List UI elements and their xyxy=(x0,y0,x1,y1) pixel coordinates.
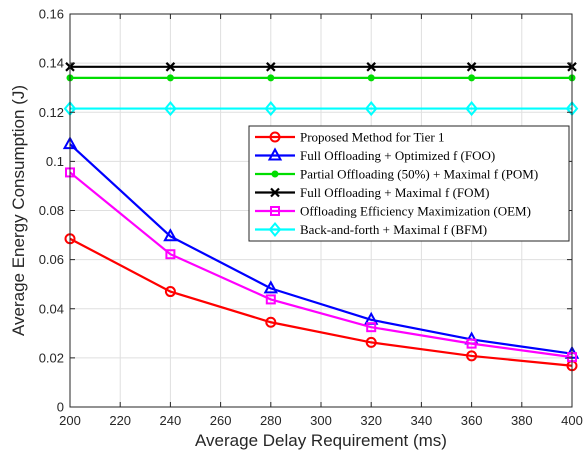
data-point xyxy=(367,74,375,82)
legend-entry: Partial Offloading (50%) + Maximal f (PO… xyxy=(255,167,538,182)
legend: Proposed Method for Tier 1 Full Offloadin… xyxy=(248,125,570,242)
legend-label: Back-and-forth + Maximal f (BFM) xyxy=(300,222,487,237)
data-point xyxy=(267,74,275,82)
legend-swatch-marker xyxy=(271,170,279,178)
x-tick-label: 220 xyxy=(109,413,131,428)
data-point xyxy=(265,316,277,328)
legend-label: Full Offloading + Maximal f (FOM) xyxy=(300,185,489,200)
series-3 xyxy=(66,74,576,82)
x-tick-label: 380 xyxy=(511,413,533,428)
y-tick-label: 0.08 xyxy=(39,203,64,218)
data-point xyxy=(164,286,176,298)
legend-entry: Back-and-forth + Maximal f (BFM) xyxy=(255,221,487,238)
legend-label: Partial Offloading (50%) + Maximal f (PO… xyxy=(300,167,538,182)
legend-swatch-marker xyxy=(269,131,281,143)
data-point xyxy=(466,350,478,362)
series-4 xyxy=(65,62,577,72)
data-point xyxy=(166,74,174,82)
data-point xyxy=(465,101,478,117)
data-point xyxy=(264,101,278,117)
x-tick-label: 320 xyxy=(360,413,382,428)
legend-label: Proposed Method for Tier 1 xyxy=(300,130,444,145)
x-tick-label: 300 xyxy=(310,413,332,428)
y-tick-label: 0.14 xyxy=(39,56,64,71)
x-tick-label: 340 xyxy=(411,413,433,428)
data-point xyxy=(266,62,276,72)
data-point xyxy=(263,280,278,294)
x-tick-label: 280 xyxy=(260,413,282,428)
x-tick-label: 360 xyxy=(461,413,483,428)
legend-entry: Offloading Efficiency Maximization (OEM) xyxy=(255,204,531,219)
y-tick-label: 0.12 xyxy=(39,105,64,120)
x-tick-label: 400 xyxy=(561,413,583,428)
series-line xyxy=(69,237,573,367)
y-tick-label: 0.16 xyxy=(39,7,64,22)
legend-swatch-marker xyxy=(270,187,280,198)
series-line xyxy=(69,143,573,355)
x-tick-label: 240 xyxy=(160,413,182,428)
legend-swatch-marker xyxy=(267,147,283,161)
x-tick-label: 200 xyxy=(59,413,81,428)
legend-swatch-marker xyxy=(268,221,282,238)
y-tick-label: 0.04 xyxy=(39,301,64,316)
legend-box xyxy=(248,125,570,242)
data-point xyxy=(466,62,477,72)
data-point xyxy=(165,62,176,72)
data-point xyxy=(364,101,378,117)
data-point xyxy=(265,294,276,305)
legend-entry: Proposed Method for Tier 1 xyxy=(255,130,444,145)
y-tick-label: 0.06 xyxy=(39,252,64,267)
legend-label: Offloading Efficiency Maximization (OEM) xyxy=(300,204,531,219)
y-axis-label: Average Energy Consumption (J) xyxy=(9,85,28,336)
data-point xyxy=(366,62,376,72)
data-point xyxy=(365,336,377,348)
x-axis-label: Average Delay Requirement (ms) xyxy=(195,431,447,450)
data-point xyxy=(165,249,176,260)
tick-layer: 200 220 240 260 280 300 320 340 360 380 400 0 0.02 0.… xyxy=(39,7,583,429)
legend-entry: Full Offloading + Optimized f (FOO) xyxy=(255,147,495,163)
y-tick-label: 0 xyxy=(57,400,64,415)
data-point xyxy=(164,101,177,117)
y-tick-label: 0.1 xyxy=(46,154,64,169)
legend-entry: Full Offloading + Maximal f (FOM) xyxy=(255,185,489,200)
data-point xyxy=(163,228,178,242)
legend-swatch-marker xyxy=(270,206,280,216)
data-point xyxy=(466,338,477,349)
data-point xyxy=(366,322,377,333)
x-tick-label: 260 xyxy=(210,413,232,428)
series-line xyxy=(69,171,573,359)
legend-label: Full Offloading + Optimized f (FOO) xyxy=(300,148,495,163)
y-tick-label: 0.02 xyxy=(39,350,64,365)
data-point xyxy=(468,74,476,82)
